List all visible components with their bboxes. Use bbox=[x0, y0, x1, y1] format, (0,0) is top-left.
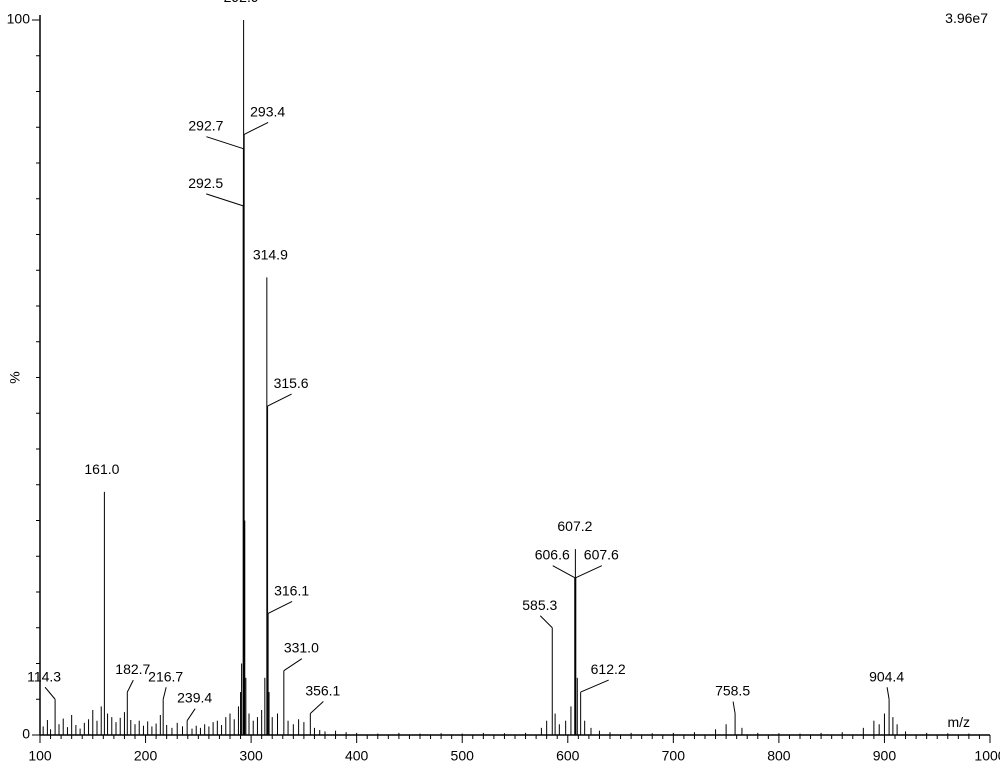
peak-label: 331.0 bbox=[284, 640, 319, 656]
peak-label: 216.7 bbox=[148, 668, 183, 684]
svg-text:100: 100 bbox=[7, 11, 31, 27]
peak-label: 758.5 bbox=[715, 683, 750, 699]
svg-text:700: 700 bbox=[662, 748, 686, 764]
peak-label: 606.6 bbox=[535, 547, 570, 563]
spectrum-svg: % m/z 0 100 100 200 300 400 500 600 700 800 900 1000 1… bbox=[0, 0, 1000, 777]
peak-label: 315.6 bbox=[274, 375, 309, 391]
svg-text:0: 0 bbox=[22, 726, 30, 742]
peak-label: 293.4 bbox=[250, 103, 285, 119]
peak-label: 114.3 bbox=[27, 668, 61, 684]
peak-label: 161.0 bbox=[84, 461, 119, 477]
svg-text:200: 200 bbox=[134, 748, 158, 764]
x-axis-label: m/z bbox=[947, 714, 970, 730]
peak-label: 356.1 bbox=[305, 683, 340, 699]
mass-spectrum-chart: 3.96e7 % m/z 0 100 100 200 300 400 500 600 700 800 9… bbox=[0, 0, 1000, 777]
peak-label: 585.3 bbox=[522, 597, 557, 613]
peak-label: 607.2 bbox=[557, 518, 592, 534]
peak-label: 607.6 bbox=[584, 547, 619, 563]
svg-text:1000: 1000 bbox=[974, 748, 1000, 764]
peak-label: 316.1 bbox=[274, 582, 309, 598]
peak-label: 292.5 bbox=[188, 175, 223, 191]
peak-label: 182.7 bbox=[115, 661, 150, 677]
peak-label: 239.4 bbox=[177, 690, 212, 706]
peak-label: 292.7 bbox=[188, 118, 223, 134]
svg-text:100: 100 bbox=[28, 748, 52, 764]
intensity-scale-label: 3.96e7 bbox=[945, 10, 988, 26]
peak-label: 314.9 bbox=[253, 246, 288, 262]
svg-text:300: 300 bbox=[239, 748, 263, 764]
y-axis-label: % bbox=[7, 371, 23, 383]
svg-text:800: 800 bbox=[767, 748, 791, 764]
svg-text:600: 600 bbox=[556, 748, 580, 764]
peak-label: 292.9 bbox=[224, 0, 259, 5]
svg-text:500: 500 bbox=[451, 748, 475, 764]
svg-text:900: 900 bbox=[873, 748, 897, 764]
peak-label: 904.4 bbox=[869, 668, 904, 684]
svg-text:400: 400 bbox=[345, 748, 369, 764]
peak-label: 612.2 bbox=[591, 661, 626, 677]
